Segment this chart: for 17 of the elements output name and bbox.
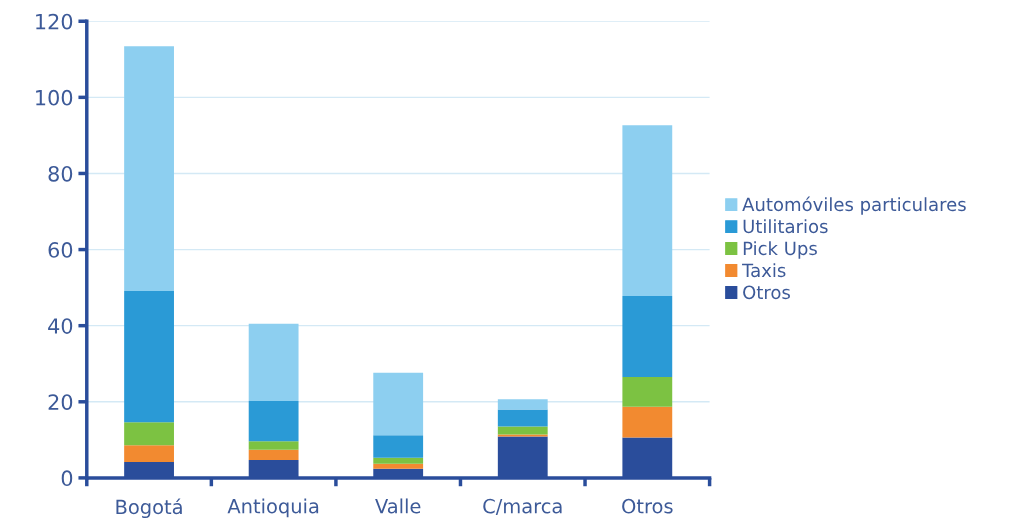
legend-label: Pick Ups <box>743 241 817 259</box>
y-tick-label: 100 <box>36 89 73 106</box>
y-tick-label: 60 <box>48 242 73 258</box>
legend-label: Automóviles particulares <box>742 196 966 215</box>
y-tick-label: 80 <box>48 165 73 182</box>
legend-label: Otros <box>743 285 790 300</box>
legend-label: Utilitarios <box>743 219 828 234</box>
x-tick-label: Bogotá <box>116 498 182 519</box>
y-tick-label: 120 <box>36 13 73 30</box>
x-tick-label: Antioquia <box>227 498 319 518</box>
legend-label: Taxis <box>742 263 786 278</box>
x-tick-label: C/marca <box>483 498 562 516</box>
y-tick-label: 40 <box>48 318 73 334</box>
y-tick-label: 20 <box>48 394 73 410</box>
y-tick-label: 0 <box>61 470 73 487</box>
x-tick-label: Valle <box>375 498 421 514</box>
x-tick-label: Otros <box>622 498 673 514</box>
